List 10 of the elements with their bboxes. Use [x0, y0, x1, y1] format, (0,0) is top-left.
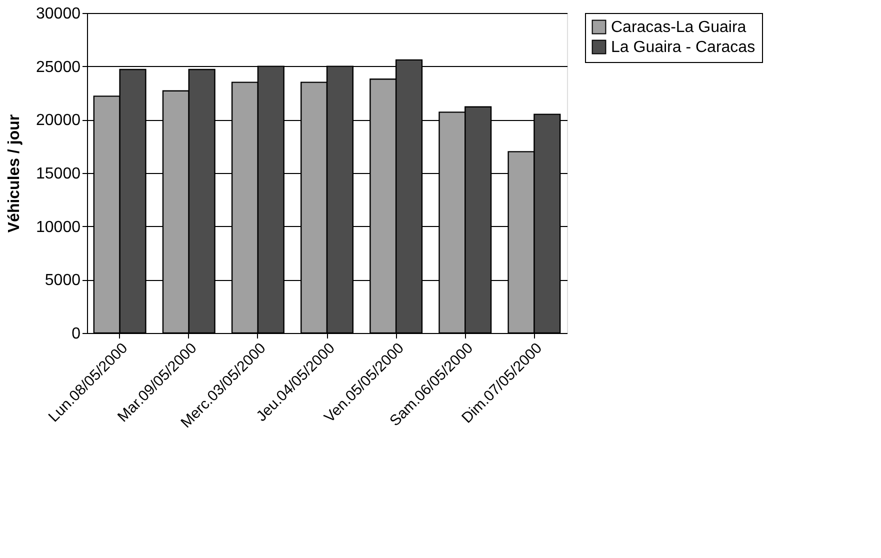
- legend-label: La Guaira - Caracas: [611, 39, 756, 56]
- y-tick-label: 25000: [36, 58, 81, 76]
- y-tick-label: 15000: [36, 166, 81, 182]
- y-tick-label: 0: [72, 326, 81, 342]
- y-tick-label: 5000: [44, 272, 81, 290]
- y-tick-label: 30000: [36, 6, 81, 22]
- legend-label: Caracas-La Guaira: [611, 19, 746, 36]
- y-axis-title: Véhicules / jour: [6, 114, 24, 233]
- y-tick-label: 10000: [36, 218, 81, 236]
- y-tick-label: 20000: [36, 112, 81, 130]
